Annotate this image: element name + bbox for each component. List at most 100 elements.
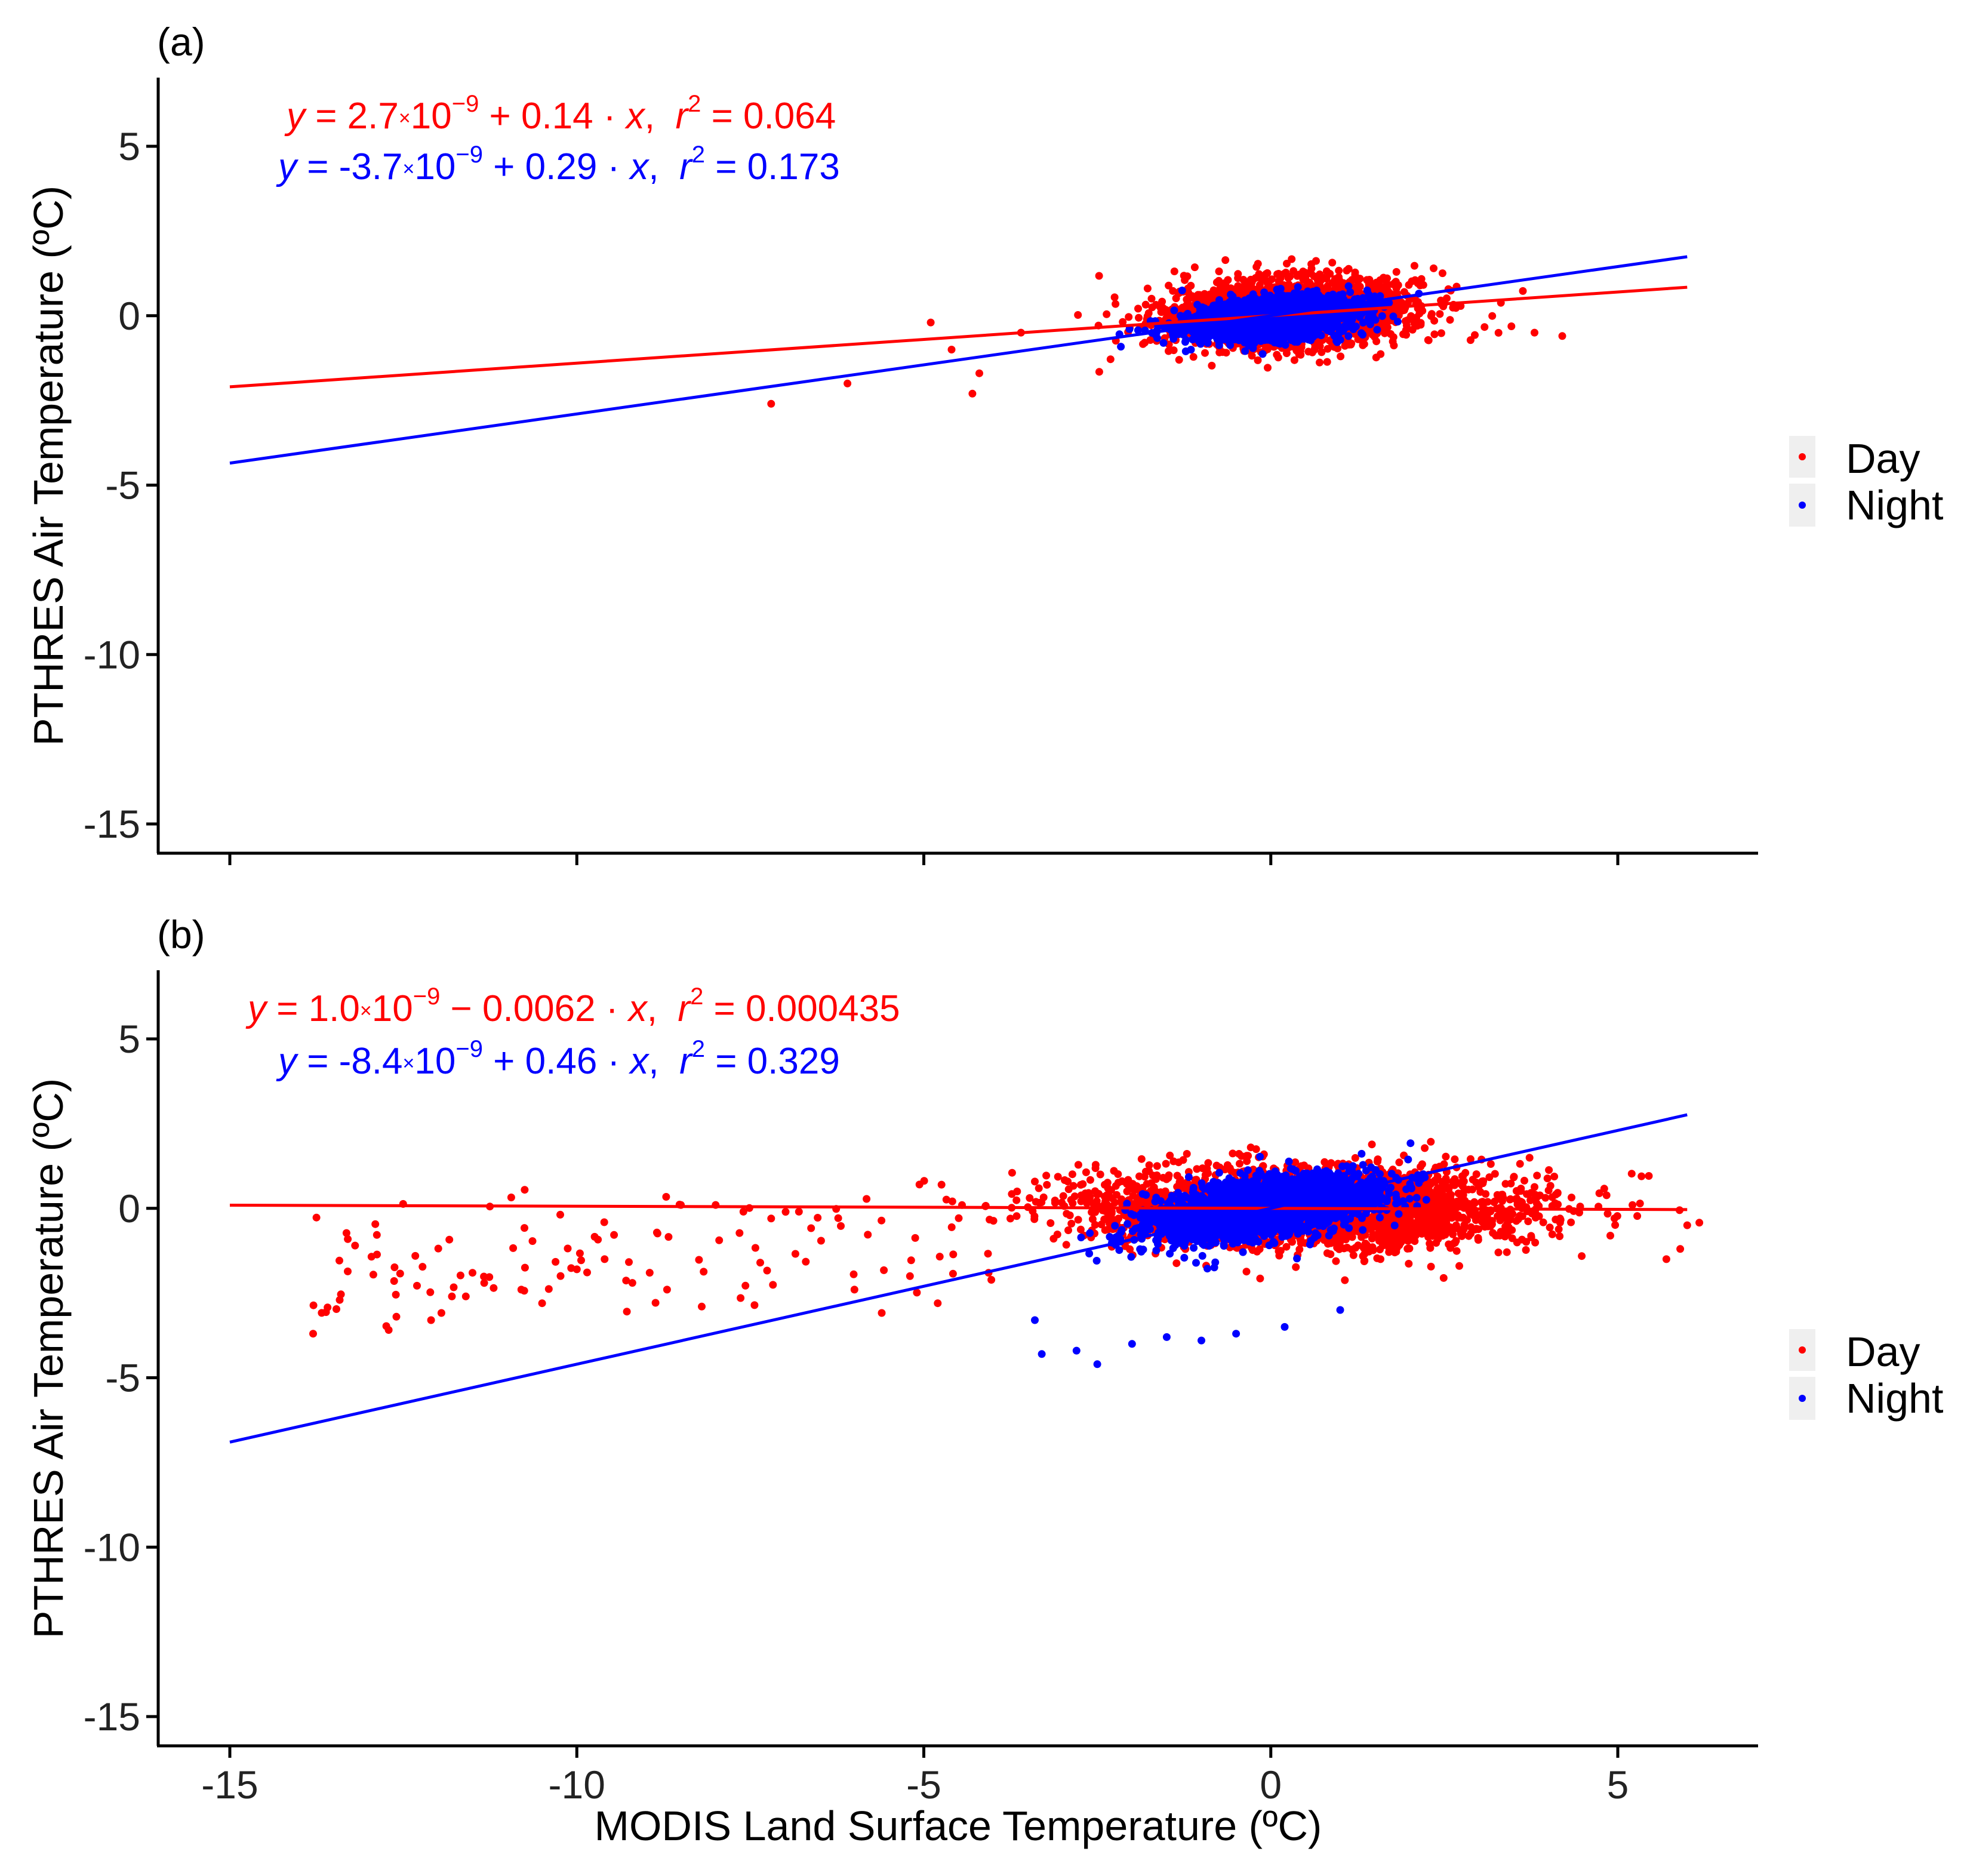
point-day <box>1328 259 1337 267</box>
point-night <box>1330 332 1338 340</box>
point-night <box>1274 331 1282 340</box>
point-day <box>1446 316 1454 324</box>
point-day <box>1417 275 1426 283</box>
point-day <box>1074 311 1082 319</box>
point-day <box>1221 256 1230 265</box>
point-day <box>1507 322 1516 330</box>
point-day <box>1531 328 1538 337</box>
point-night <box>1260 288 1269 297</box>
point-night <box>1344 282 1353 290</box>
point-day <box>1201 349 1209 357</box>
point-day <box>1221 284 1229 293</box>
point-day <box>1296 347 1304 355</box>
point-night <box>1270 322 1278 330</box>
point-day <box>1389 280 1397 288</box>
point-day <box>1405 281 1413 289</box>
point-day <box>1255 281 1264 289</box>
point-day <box>1335 266 1343 275</box>
point-day <box>1392 267 1400 276</box>
point-day <box>1139 340 1147 348</box>
point-night <box>1211 305 1220 313</box>
point-night <box>1295 324 1303 332</box>
point-night <box>1317 331 1325 340</box>
point-day <box>1282 269 1290 276</box>
point-night <box>1319 321 1328 330</box>
point-night <box>1187 346 1195 354</box>
point-day <box>1218 348 1227 356</box>
point-night <box>1194 331 1202 339</box>
point-night <box>1283 295 1292 303</box>
point-night <box>1241 347 1249 355</box>
point-night <box>1308 290 1316 298</box>
point-day <box>1437 329 1445 337</box>
point-day <box>1519 287 1527 295</box>
point-day <box>1372 353 1380 362</box>
point-day <box>1424 336 1432 344</box>
point-day <box>1439 1274 1448 1282</box>
point-night <box>1244 319 1252 328</box>
point-day <box>844 379 852 387</box>
point-day <box>1383 274 1391 282</box>
point-night <box>1343 319 1351 328</box>
legend-label-day-a: Day <box>1846 435 1920 482</box>
legend-label-night-a: Night <box>1846 482 1943 528</box>
point-night <box>1313 324 1321 332</box>
point-day <box>1175 356 1183 364</box>
point-day <box>1430 316 1439 325</box>
point-night <box>1366 320 1374 328</box>
point-night <box>1315 291 1323 299</box>
point-day <box>1062 1241 1070 1249</box>
point-day <box>1466 336 1475 345</box>
point-day <box>1283 260 1291 267</box>
point-day <box>1480 323 1489 331</box>
point-night <box>1203 335 1212 343</box>
point-day <box>1390 342 1398 350</box>
y-tick-label: 5 <box>118 124 140 168</box>
point-night <box>1217 300 1225 308</box>
point-day <box>1332 281 1341 289</box>
point-night <box>1257 336 1266 344</box>
point-day <box>1064 1226 1072 1234</box>
point-day <box>1159 304 1168 312</box>
point-day <box>1254 356 1262 364</box>
point-night <box>1170 306 1178 315</box>
point-day <box>1183 296 1191 303</box>
point-day <box>1341 342 1349 350</box>
point-night <box>1363 286 1371 294</box>
point-night <box>1303 317 1311 325</box>
point-night <box>1289 316 1298 325</box>
point-night <box>1393 318 1402 326</box>
point-night <box>1261 320 1269 328</box>
point-day <box>1189 353 1198 361</box>
point-night <box>1226 298 1234 306</box>
point-day <box>1410 262 1418 270</box>
point-day <box>1359 341 1367 349</box>
point-day <box>1543 1174 1552 1183</box>
point-day <box>1436 310 1444 318</box>
y-tick-label: -5 <box>105 463 140 508</box>
point-day <box>1344 265 1353 273</box>
point-day <box>1255 272 1264 281</box>
point-day <box>1215 267 1223 275</box>
point-day <box>1234 270 1242 278</box>
point-night <box>1373 325 1381 334</box>
point-night <box>1273 285 1281 294</box>
point-day <box>1208 361 1216 370</box>
y-axis-title-a: PTHRES Air Temperature (ºC) <box>25 186 72 746</box>
point-day <box>1165 347 1172 355</box>
equation-night-a: y = -3.7×10−9 + 0.29 · x, r2 = 0.173 <box>276 142 840 187</box>
point-day <box>1304 347 1313 356</box>
point-day <box>767 399 775 408</box>
point-day <box>1008 1168 1016 1177</box>
point-day <box>1488 312 1497 320</box>
point-day <box>1264 364 1272 372</box>
point-day <box>1522 1246 1530 1254</box>
legend-dot-night-a <box>1799 502 1806 509</box>
panel-label-b: (b) <box>157 912 205 957</box>
point-day <box>1143 284 1152 293</box>
point-day <box>1103 310 1111 318</box>
point-day <box>1400 288 1408 296</box>
point-night <box>1276 340 1284 348</box>
point-day <box>1134 305 1142 313</box>
